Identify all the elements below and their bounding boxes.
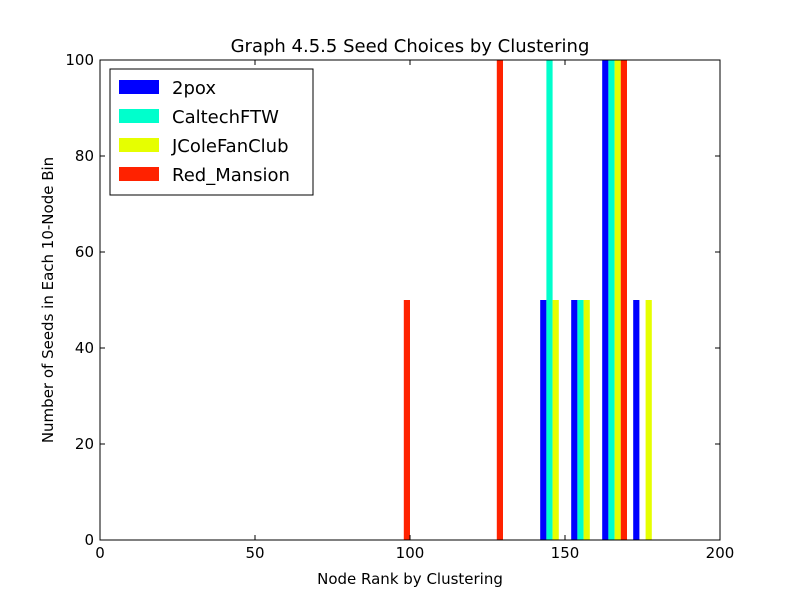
bar-red-mansion-2 — [620, 60, 627, 540]
bar-2pox-1 — [571, 300, 578, 540]
chart-title: Graph 4.5.5 Seed Choices by Clustering — [231, 36, 590, 57]
bar-red-mansion-0 — [403, 300, 410, 540]
x-tick-label: 0 — [95, 544, 105, 562]
legend-label-2pox: 2pox — [172, 78, 216, 99]
bar-caltechftw-0 — [546, 60, 553, 540]
legend-label-red-mansion: Red_Mansion — [172, 165, 290, 186]
legend-swatch-jcolefanclub — [119, 138, 159, 152]
bar-jcolefanclub-0 — [552, 300, 559, 540]
ticks-layer: 0 50 100 150 200 0 20 40 60 80 100 — [65, 51, 734, 562]
bar-jcolefanclub-2 — [614, 60, 621, 540]
legend-label-caltechftw: CaltechFTW — [172, 107, 279, 128]
x-axis-label: Node Rank by Clustering — [317, 570, 503, 588]
x-tick-label: 200 — [706, 544, 735, 562]
bar-2pox-0 — [540, 300, 547, 540]
bar-2pox-3 — [633, 300, 640, 540]
y-tick-label: 100 — [65, 51, 94, 69]
legend-swatch-caltechftw — [119, 109, 159, 123]
legend: 2pox CaltechFTW JColeFanClub Red_Mansion — [109, 68, 314, 196]
legend-label-jcolefanclub: JColeFanClub — [171, 136, 289, 157]
bar-2pox-2 — [602, 60, 609, 540]
y-axis-label: Number of Seeds in Each 10-Node Bin — [39, 157, 57, 443]
y-tick-label: 0 — [84, 531, 94, 549]
y-tick-label: 40 — [75, 339, 94, 357]
legend-swatch-red-mansion — [119, 167, 159, 181]
bar-jcolefanclub-1 — [583, 300, 590, 540]
x-tick-label: 100 — [396, 544, 425, 562]
bar-jcolefanclub-3 — [645, 300, 652, 540]
bar-caltechftw-1 — [577, 300, 584, 540]
bars-layer — [403, 60, 652, 540]
bar-caltechftw-2 — [608, 60, 615, 540]
y-tick-label: 60 — [75, 243, 94, 261]
bar-red-mansion-1 — [496, 60, 503, 540]
x-tick-label: 50 — [245, 544, 264, 562]
y-tick-label: 20 — [75, 435, 94, 453]
x-tick-label: 150 — [551, 544, 580, 562]
y-tick-label: 80 — [75, 147, 94, 165]
legend-swatch-2pox — [119, 80, 159, 94]
